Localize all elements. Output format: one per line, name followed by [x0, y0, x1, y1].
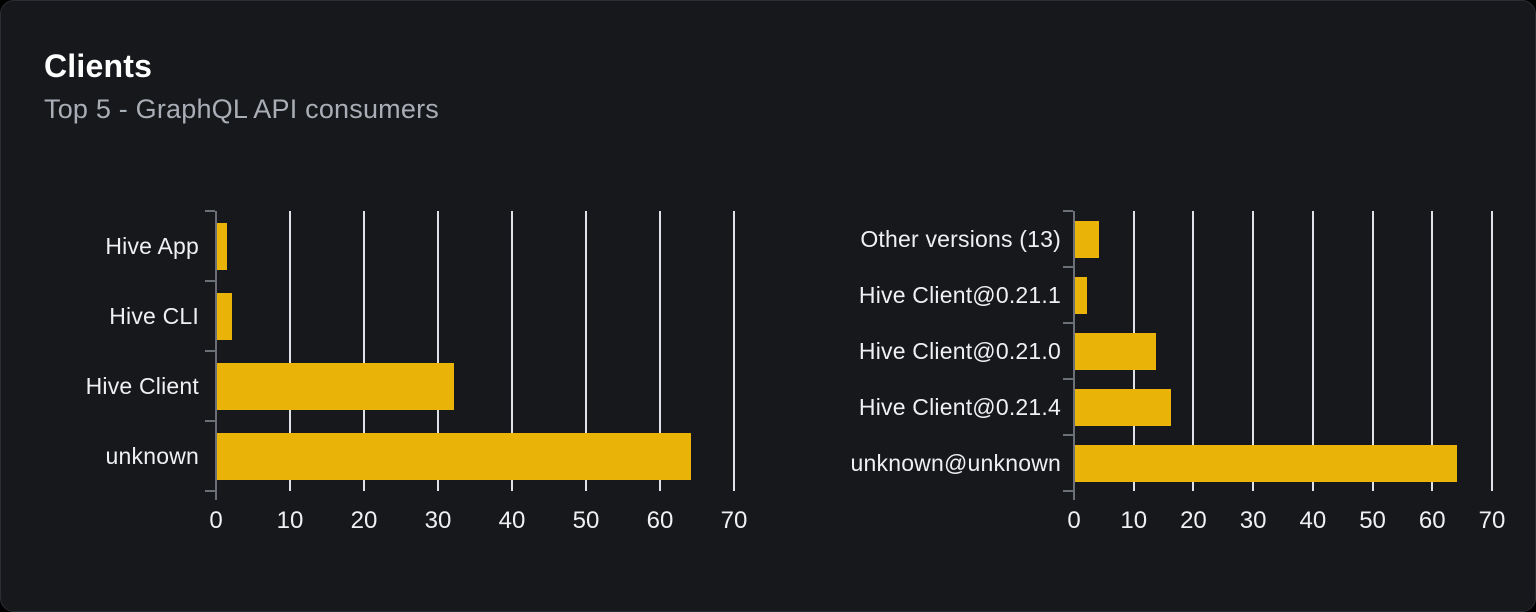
- gridline: [659, 211, 661, 491]
- x-tick-label: 70: [720, 507, 748, 534]
- x-tick-label: 10: [276, 507, 304, 534]
- gridline: [1192, 211, 1195, 491]
- axis-tick: [205, 350, 215, 352]
- x-tick-label: 30: [424, 507, 452, 534]
- gridline: [1311, 211, 1314, 491]
- x-tick-label: 60: [646, 507, 674, 534]
- gridline: [585, 211, 587, 491]
- bar[interactable]: [1075, 388, 1171, 426]
- bar[interactable]: [217, 432, 691, 480]
- x-tick-label: 0: [209, 507, 223, 534]
- bar[interactable]: [1075, 332, 1156, 370]
- bar[interactable]: [217, 222, 228, 270]
- axis-tick: [1063, 322, 1073, 324]
- gridline: [363, 211, 365, 491]
- card-subtitle: Top 5 - GraphQL API consumers: [44, 94, 439, 124]
- bar[interactable]: [217, 292, 232, 340]
- gridline: [511, 211, 513, 491]
- gridline: [437, 211, 439, 491]
- gridline: [1491, 211, 1493, 491]
- bar[interactable]: [1075, 444, 1458, 482]
- category-label: Other versions (13): [860, 225, 1061, 252]
- axis-tick: [1063, 434, 1073, 436]
- y-axis-line: [1073, 211, 1075, 500]
- axis-tick: [205, 280, 215, 282]
- x-tick-label: 40: [1299, 507, 1327, 534]
- top-client-versions-chart: Other versions (13) Hive Client@0.21.1 Hiv…: [851, 210, 1505, 534]
- category-label: Hive Client@0.21.4: [858, 393, 1061, 420]
- category-label: Hive Client@0.21.0: [858, 337, 1061, 364]
- x-tick-label: 20: [1180, 507, 1207, 534]
- x-tick-label: 20: [350, 507, 378, 534]
- axis-tick: [205, 420, 215, 422]
- axis-tick: [1063, 378, 1073, 380]
- x-tick-label: 60: [1418, 507, 1446, 534]
- gridline: [733, 211, 735, 491]
- category-label: Hive Client@0.21.1: [858, 281, 1061, 308]
- category-label: Hive Client: [85, 372, 199, 399]
- axis-tick: [1063, 266, 1073, 268]
- axis-tick: [205, 210, 215, 212]
- axis-tick: [1063, 490, 1073, 492]
- category-label: unknown@unknown: [850, 449, 1061, 476]
- gridline: [1252, 211, 1255, 491]
- x-tick-label: 10: [1120, 507, 1148, 534]
- x-tick-label: 70: [1478, 507, 1506, 534]
- x-tick-label: 50: [572, 507, 600, 534]
- x-tick-label: 40: [498, 507, 526, 534]
- gridline: [1431, 211, 1434, 491]
- bar[interactable]: [217, 362, 454, 410]
- x-tick-label: 30: [1239, 507, 1267, 534]
- x-tick-label: 50: [1359, 507, 1386, 534]
- category-label: unknown: [105, 442, 199, 469]
- bar[interactable]: [1075, 220, 1099, 258]
- category-label: Hive CLI: [109, 302, 199, 329]
- axis-tick: [205, 490, 215, 492]
- bar[interactable]: [1075, 276, 1087, 314]
- top-clients-chart: Hive App Hive CLI Hive Client unknown 0 10 20 3…: [86, 210, 747, 534]
- gridline: [1371, 211, 1374, 491]
- gridline: [289, 211, 291, 491]
- x-tick-label: 0: [1067, 507, 1081, 534]
- category-label: Hive App: [105, 232, 199, 259]
- axis-tick: [1063, 210, 1073, 212]
- card-title: Clients: [44, 48, 153, 84]
- y-axis-line: [215, 211, 217, 500]
